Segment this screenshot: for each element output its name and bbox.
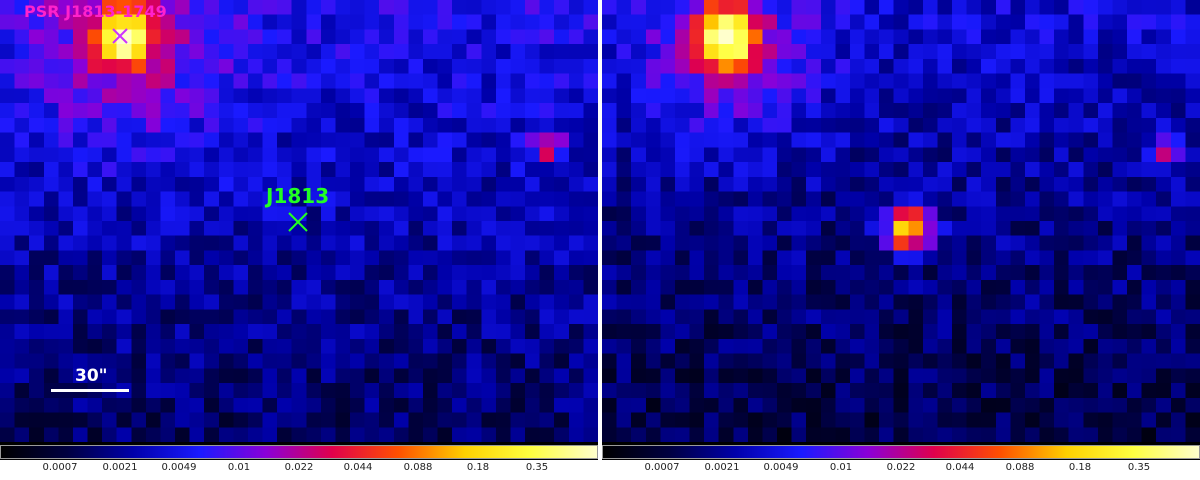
colorbar-tick-label: 0.0007 xyxy=(644,462,680,473)
right-image-panel xyxy=(602,0,1200,460)
colorbar-tick-label: 0.044 xyxy=(945,462,975,473)
source-label: J1813 xyxy=(266,184,330,208)
colorbar-tick-label: 0.01 xyxy=(829,462,853,473)
colorbar-tick-label: 0.18 xyxy=(1068,462,1092,473)
colorbar-tick-label: 0.088 xyxy=(1005,462,1035,473)
colorbar-tick-label: 0.35 xyxy=(525,462,549,473)
colorbar-tick-label: 0.0021 xyxy=(704,462,740,473)
left-image-panel: PSR J1813-1749 J1813 30" xyxy=(0,0,598,460)
colorbar-tick-label: 0.01 xyxy=(227,462,251,473)
colorbar-tick-label: 0.35 xyxy=(1127,462,1151,473)
scale-bar-label: 30" xyxy=(75,366,108,386)
pulsar-label: PSR J1813-1749 xyxy=(24,2,167,21)
pulsar-marker-icon xyxy=(112,28,128,44)
colorbar-tick-label: 0.044 xyxy=(343,462,373,473)
right-colorbar xyxy=(602,445,1200,459)
colorbar-tick-label: 0.0007 xyxy=(42,462,78,473)
colorbar-tick-label: 0.022 xyxy=(284,462,314,473)
right-colorbar-ticks: 0.0007 0.0021 0.0049 0.01 0.022 0.044 0.… xyxy=(602,462,1200,480)
colorbar-tick-label: 0.18 xyxy=(466,462,490,473)
left-colorbar xyxy=(0,445,598,459)
colorbar-tick-label: 0.088 xyxy=(403,462,433,473)
colorbar-tick-label: 0.0021 xyxy=(102,462,138,473)
colorbar-tick-label: 0.0049 xyxy=(161,462,197,473)
panel-divider xyxy=(598,0,602,480)
right-xray-image xyxy=(602,0,1200,442)
source-marker-icon xyxy=(288,212,308,232)
left-colorbar-ticks: 0.0007 0.0021 0.0049 0.01 0.022 0.044 0.… xyxy=(0,462,598,480)
scale-bar xyxy=(51,389,129,392)
colorbar-tick-label: 0.0049 xyxy=(763,462,799,473)
colorbar-tick-label: 0.022 xyxy=(886,462,916,473)
